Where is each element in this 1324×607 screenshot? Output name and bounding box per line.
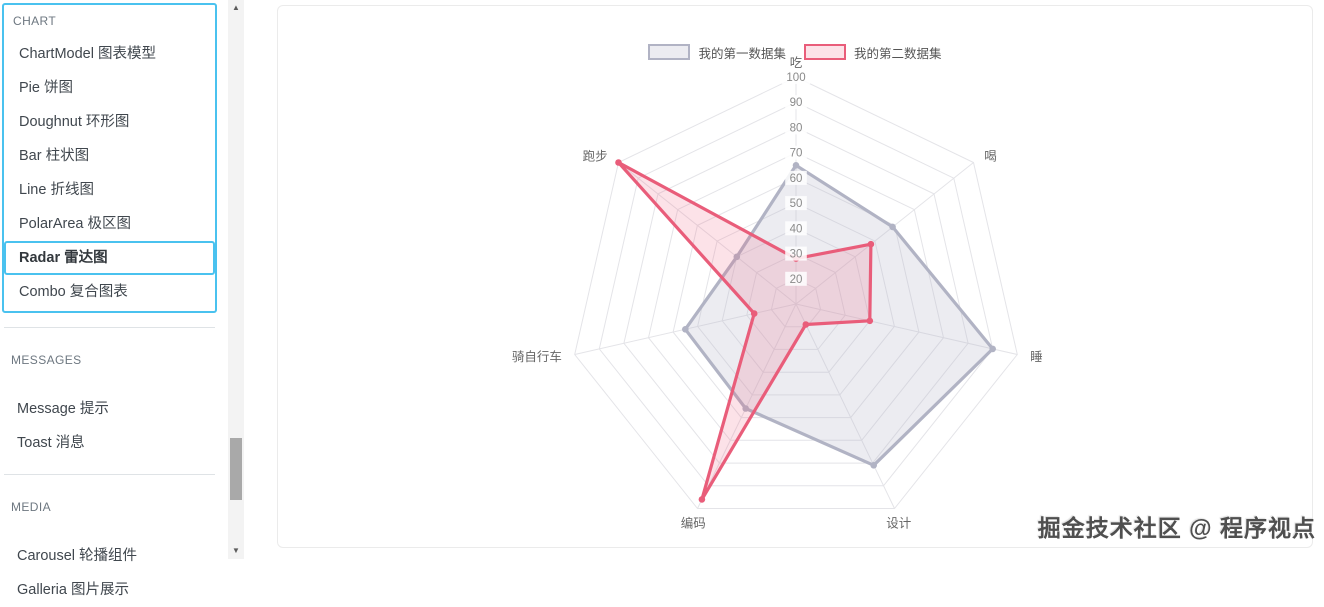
sidebar-item-bar[interactable]: Bar 柱状图 [19,148,90,164]
section-title-media: MEDIA [11,500,52,514]
sidebar-divider [4,474,215,475]
sidebar-item-line[interactable]: Line 折线图 [19,182,94,198]
sidebar-item-pie[interactable]: Pie 饼图 [19,80,73,96]
sidebar-item-galleria[interactable]: Galleria 图片展示 [17,582,129,598]
sidebar-item-combo[interactable]: Combo 复合图表 [19,284,128,300]
sidebar-item-message[interactable]: Message 提示 [17,401,109,417]
section-title-messages: MESSAGES [11,353,82,367]
axis-label-0: 吃 [790,56,803,70]
watermark: 掘金技术社区 @ 程序视点 [1037,515,1316,541]
scrollbar-thumb[interactable] [230,438,242,500]
axis-label-5: 骑自行车 [512,349,562,364]
chart-section: CHART ChartModel 图表模型 Pie 饼图 Doughnut 环形图 Ba… [2,3,217,313]
sidebar-item-radar[interactable]: Radar 雷达图 [4,241,215,275]
sidebar-item-chartmodel[interactable]: ChartModel 图表模型 [19,46,156,62]
axis-label-4: 编码 [681,516,706,531]
chart-card: 我的第一数据集 我的第二数据集 20 30 40 50 60 70 80 90 100 吃喝睡设计 编… [277,5,1313,548]
radar-scale-ticks: 20 30 40 50 60 70 80 90 100 [781,70,811,286]
legend-swatch [648,44,691,60]
axis-label-2: 睡 [1030,350,1043,364]
sidebar-divider [4,327,215,328]
section-title-chart: CHART [13,14,57,28]
legend-label: 我的第二数据集 [854,46,942,61]
svg-text:70: 70 [790,148,803,160]
sidebar-item-polararea[interactable]: PolarArea 极区图 [19,216,132,232]
sidebar-scrollbar[interactable]: ▲ ▼ [228,0,244,559]
svg-text:20: 20 [790,274,803,286]
svg-text:80: 80 [790,122,803,134]
legend-item-0[interactable]: 我的第一数据集 [648,43,786,62]
sidebar-item-carousel[interactable]: Carousel 轮播组件 [17,548,138,564]
axis-label-3: 设计 [886,516,911,531]
svg-text:100: 100 [786,72,805,84]
svg-text:50: 50 [790,198,803,210]
axis-label-6: 跑步 [583,150,608,164]
sidebar-item-doughnut[interactable]: Doughnut 环形图 [19,114,130,130]
axis-label-1: 喝 [984,150,997,164]
legend-label: 我的第一数据集 [698,46,786,61]
svg-text:30: 30 [790,249,803,261]
chart-legend: 我的第一数据集 我的第二数据集 [278,42,1312,62]
scroll-down-icon[interactable]: ▼ [228,543,244,559]
svg-text:40: 40 [790,223,803,235]
sidebar: CHART ChartModel 图表模型 Pie 饼图 Doughnut 环形图 Ba… [2,3,217,607]
legend-swatch [804,44,846,60]
sidebar-item-toast[interactable]: Toast 消息 [17,435,85,451]
scroll-up-icon[interactable]: ▲ [228,0,244,16]
svg-text:60: 60 [790,173,803,185]
legend-item-1[interactable]: 我的第二数据集 [804,43,942,62]
svg-text:90: 90 [790,97,803,109]
